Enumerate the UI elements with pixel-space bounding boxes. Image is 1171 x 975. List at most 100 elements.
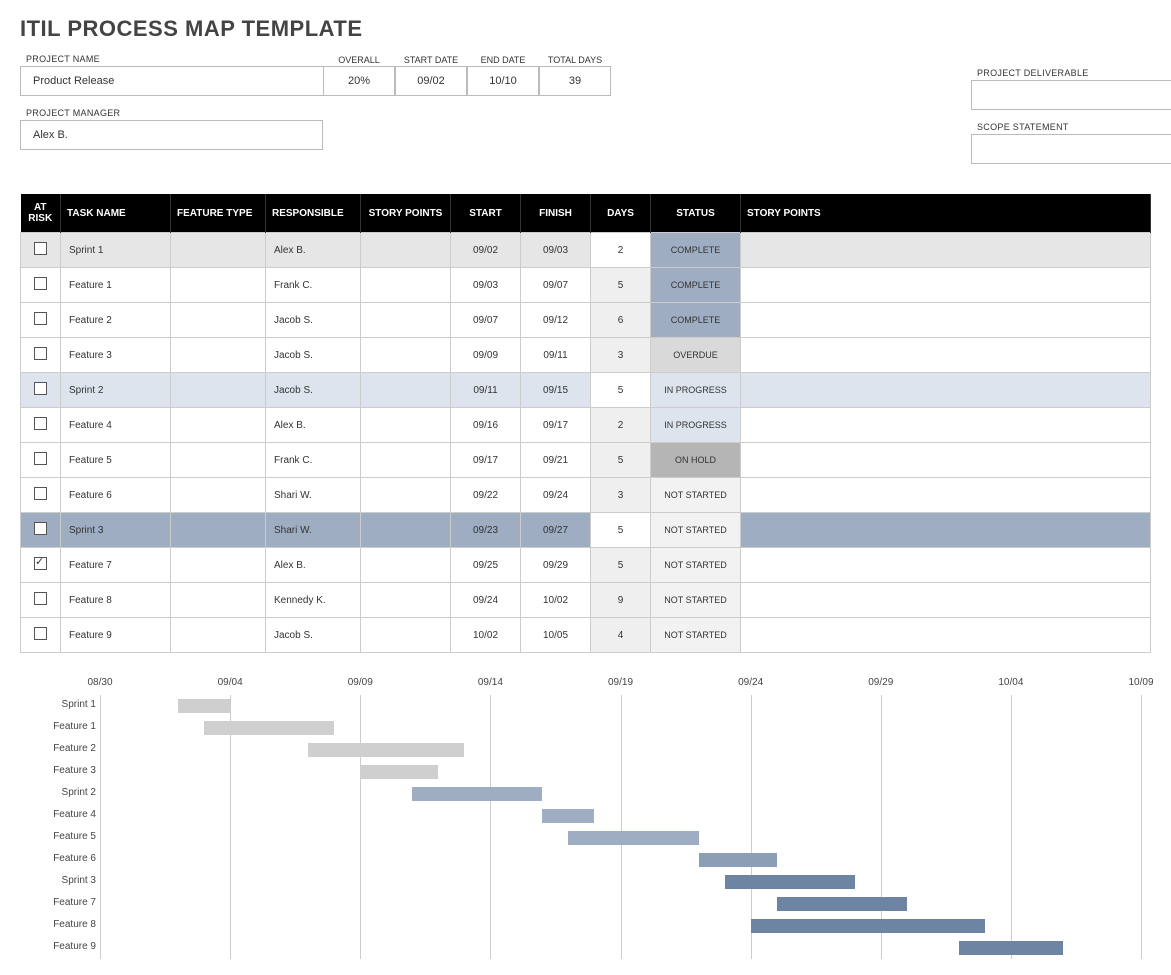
start-cell[interactable]: 09/02 (451, 233, 521, 268)
status-badge[interactable]: COMPLETE (651, 233, 740, 267)
task-name-cell[interactable]: Feature 8 (61, 583, 171, 618)
overall-progress-field[interactable]: 20% (323, 66, 395, 96)
feature-type-cell[interactable] (171, 268, 266, 303)
at-risk-checkbox[interactable] (34, 592, 47, 605)
task-name-cell[interactable]: Feature 5 (61, 443, 171, 478)
days-cell[interactable]: 5 (591, 513, 651, 548)
status-badge[interactable]: NOT STARTED (651, 618, 740, 652)
responsible-cell[interactable]: Frank C. (266, 443, 361, 478)
feature-type-cell[interactable] (171, 408, 266, 443)
feature-type-cell[interactable] (171, 303, 266, 338)
story-points-2-cell[interactable] (741, 583, 1151, 618)
responsible-cell[interactable]: Jacob S. (266, 303, 361, 338)
task-name-cell[interactable]: Feature 6 (61, 478, 171, 513)
days-cell[interactable]: 2 (591, 408, 651, 443)
finish-cell[interactable]: 09/17 (521, 408, 591, 443)
responsible-cell[interactable]: Alex B. (266, 548, 361, 583)
finish-cell[interactable]: 09/15 (521, 373, 591, 408)
story-points-2-cell[interactable] (741, 548, 1151, 583)
start-cell[interactable]: 09/16 (451, 408, 521, 443)
days-cell[interactable]: 5 (591, 443, 651, 478)
story-points-2-cell[interactable] (741, 303, 1151, 338)
feature-type-cell[interactable] (171, 233, 266, 268)
finish-cell[interactable]: 09/29 (521, 548, 591, 583)
feature-type-cell[interactable] (171, 548, 266, 583)
story-points-2-cell[interactable] (741, 268, 1151, 303)
responsible-cell[interactable]: Shari W. (266, 513, 361, 548)
story-points-2-cell[interactable] (741, 513, 1151, 548)
at-risk-checkbox[interactable] (34, 522, 47, 535)
end-date-field[interactable]: 10/10 (467, 66, 539, 96)
feature-type-cell[interactable] (171, 478, 266, 513)
status-badge[interactable]: COMPLETE (651, 303, 740, 337)
responsible-cell[interactable]: Jacob S. (266, 338, 361, 373)
days-cell[interactable]: 3 (591, 338, 651, 373)
finish-cell[interactable]: 09/03 (521, 233, 591, 268)
story-points-cell[interactable] (361, 338, 451, 373)
story-points-cell[interactable] (361, 408, 451, 443)
days-cell[interactable]: 5 (591, 268, 651, 303)
at-risk-checkbox[interactable] (34, 627, 47, 640)
responsible-cell[interactable]: Shari W. (266, 478, 361, 513)
story-points-cell[interactable] (361, 303, 451, 338)
story-points-2-cell[interactable] (741, 408, 1151, 443)
finish-cell[interactable]: 10/02 (521, 583, 591, 618)
project-name-field[interactable]: Product Release (20, 66, 323, 96)
start-cell[interactable]: 09/25 (451, 548, 521, 583)
at-risk-checkbox[interactable] (34, 312, 47, 325)
responsible-cell[interactable]: Jacob S. (266, 618, 361, 653)
at-risk-checkbox[interactable] (34, 452, 47, 465)
days-cell[interactable]: 5 (591, 548, 651, 583)
task-name-cell[interactable]: Feature 7 (61, 548, 171, 583)
total-days-field[interactable]: 39 (539, 66, 611, 96)
story-points-cell[interactable] (361, 548, 451, 583)
start-cell[interactable]: 09/03 (451, 268, 521, 303)
feature-type-cell[interactable] (171, 373, 266, 408)
finish-cell[interactable]: 09/12 (521, 303, 591, 338)
days-cell[interactable]: 9 (591, 583, 651, 618)
responsible-cell[interactable]: Kennedy K. (266, 583, 361, 618)
start-cell[interactable]: 09/23 (451, 513, 521, 548)
at-risk-checkbox[interactable] (34, 382, 47, 395)
status-badge[interactable]: NOT STARTED (651, 478, 740, 512)
start-date-field[interactable]: 09/02 (395, 66, 467, 96)
task-name-cell[interactable]: Feature 4 (61, 408, 171, 443)
start-cell[interactable]: 09/22 (451, 478, 521, 513)
task-name-cell[interactable]: Feature 2 (61, 303, 171, 338)
story-points-cell[interactable] (361, 478, 451, 513)
story-points-cell[interactable] (361, 443, 451, 478)
story-points-2-cell[interactable] (741, 338, 1151, 373)
start-cell[interactable]: 09/07 (451, 303, 521, 338)
finish-cell[interactable]: 09/07 (521, 268, 591, 303)
at-risk-checkbox[interactable] (34, 242, 47, 255)
story-points-cell[interactable] (361, 513, 451, 548)
days-cell[interactable]: 2 (591, 233, 651, 268)
finish-cell[interactable]: 09/21 (521, 443, 591, 478)
days-cell[interactable]: 4 (591, 618, 651, 653)
status-badge[interactable]: IN PROGRESS (651, 373, 740, 407)
responsible-cell[interactable]: Alex B. (266, 408, 361, 443)
feature-type-cell[interactable] (171, 618, 266, 653)
story-points-cell[interactable] (361, 618, 451, 653)
project-manager-field[interactable]: Alex B. (20, 120, 323, 150)
responsible-cell[interactable]: Frank C. (266, 268, 361, 303)
start-cell[interactable]: 10/02 (451, 618, 521, 653)
status-badge[interactable]: OVERDUE (651, 338, 740, 372)
story-points-cell[interactable] (361, 583, 451, 618)
task-name-cell[interactable]: Feature 1 (61, 268, 171, 303)
feature-type-cell[interactable] (171, 513, 266, 548)
finish-cell[interactable]: 09/27 (521, 513, 591, 548)
feature-type-cell[interactable] (171, 443, 266, 478)
feature-type-cell[interactable] (171, 583, 266, 618)
scope-field[interactable] (971, 134, 1171, 164)
at-risk-checkbox[interactable] (34, 557, 47, 570)
start-cell[interactable]: 09/11 (451, 373, 521, 408)
task-name-cell[interactable]: Feature 9 (61, 618, 171, 653)
task-name-cell[interactable]: Sprint 3 (61, 513, 171, 548)
start-cell[interactable]: 09/24 (451, 583, 521, 618)
at-risk-checkbox[interactable] (34, 347, 47, 360)
days-cell[interactable]: 5 (591, 373, 651, 408)
finish-cell[interactable]: 09/24 (521, 478, 591, 513)
days-cell[interactable]: 3 (591, 478, 651, 513)
start-cell[interactable]: 09/17 (451, 443, 521, 478)
